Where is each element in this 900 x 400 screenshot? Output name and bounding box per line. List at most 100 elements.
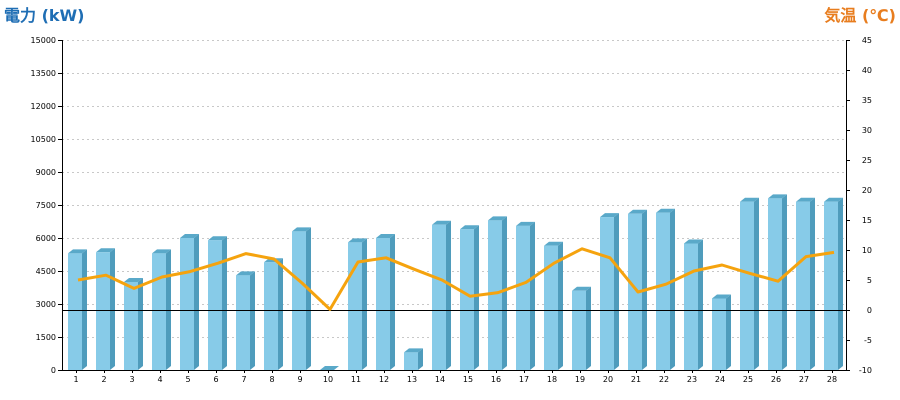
- bar-top: [124, 278, 143, 282]
- bar-side: [754, 197, 759, 370]
- x-tick-label: 15: [463, 375, 473, 384]
- bar-top: [68, 249, 87, 254]
- bar: [656, 208, 675, 370]
- x-tick-label: 18: [547, 375, 557, 384]
- bar-front: [488, 220, 502, 370]
- left-axis-title: 電力 (kW): [4, 6, 85, 25]
- bar-top: [516, 221, 535, 226]
- temperature-line-series: [77, 247, 835, 311]
- x-tick-label: 2: [101, 375, 106, 384]
- bar-front: [600, 217, 614, 370]
- right-tick-label: -5: [864, 336, 872, 345]
- right-tick-label: 40: [862, 66, 872, 75]
- bar-side: [698, 239, 703, 370]
- x-tick-label: 3: [129, 375, 134, 384]
- bar-front: [152, 253, 166, 370]
- bar-side: [418, 348, 423, 370]
- left-tick-label: 1500: [36, 333, 56, 342]
- bar-front: [124, 282, 138, 370]
- bar: [96, 248, 115, 370]
- bar-side: [82, 249, 87, 370]
- x-tick-label: 10: [323, 375, 333, 384]
- bar-top: [208, 236, 227, 241]
- right-tick-label: -10: [859, 366, 872, 375]
- bar: [572, 286, 591, 370]
- x-tick-label: 17: [519, 375, 529, 384]
- bar: [348, 238, 367, 370]
- left-tick-label: 12000: [31, 102, 56, 111]
- bar-top: [600, 213, 619, 218]
- x-tick-label: 23: [687, 375, 697, 384]
- bar-side: [390, 234, 395, 370]
- x-tick-label: 4: [157, 375, 162, 384]
- bar-front: [824, 201, 838, 370]
- bar-top: [432, 220, 451, 225]
- bar-front: [544, 245, 558, 370]
- bar-side: [810, 197, 815, 370]
- bar-side: [278, 258, 283, 370]
- bar-front: [516, 225, 530, 370]
- bar-front: [404, 352, 418, 370]
- bar-front: [96, 252, 110, 370]
- x-tick-label: 26: [771, 375, 781, 384]
- x-tick-label: 6: [213, 375, 218, 384]
- bar-series: [68, 194, 843, 370]
- bar: [768, 194, 787, 370]
- bar: [544, 241, 563, 370]
- bar-front: [740, 201, 754, 370]
- x-tick-label: 28: [827, 375, 837, 384]
- x-tick-label: 5: [185, 375, 190, 384]
- bar-top: [320, 366, 339, 370]
- bar: [600, 213, 619, 370]
- right-tick-label: 35: [862, 96, 872, 105]
- left-tick-label: 0: [51, 366, 56, 375]
- bar-side: [110, 248, 115, 370]
- right-tick-label: 45: [862, 36, 872, 45]
- bar-top: [656, 208, 675, 213]
- bar-front: [292, 231, 306, 370]
- bar: [292, 227, 311, 370]
- x-tick-label: 16: [491, 375, 501, 384]
- left-tick-label: 13500: [31, 69, 56, 78]
- bar-side: [166, 249, 171, 370]
- bar-top: [488, 216, 507, 221]
- bar-front: [712, 298, 726, 370]
- bar-side: [726, 294, 731, 370]
- bar: [740, 197, 759, 370]
- x-tick-label: 21: [631, 375, 641, 384]
- bar-top: [824, 197, 843, 202]
- bar: [460, 225, 479, 370]
- bar-top: [152, 249, 171, 254]
- right-tick-label: 25: [862, 156, 872, 165]
- bar: [124, 278, 143, 370]
- right-tick-label: 20: [862, 186, 872, 195]
- x-tick-label: 20: [603, 375, 613, 384]
- bar-top: [180, 234, 199, 238]
- bar-top: [572, 286, 591, 291]
- bar-side: [222, 236, 227, 370]
- bar: [684, 239, 703, 370]
- bar-top: [796, 197, 815, 202]
- bar: [208, 236, 227, 370]
- bar-side: [782, 194, 787, 370]
- left-axis-ticks: 0 1500 3000 4500 6000 7500 9000 10500 12000 13500…: [31, 36, 62, 375]
- bar-front: [68, 253, 82, 370]
- left-tick-label: 7500: [36, 201, 56, 210]
- bar-top: [236, 271, 255, 276]
- bar-front: [628, 213, 642, 370]
- bar: [796, 197, 815, 370]
- bar: [152, 249, 171, 370]
- bar: [180, 234, 199, 370]
- bar-front: [684, 243, 698, 370]
- bar: [68, 249, 87, 370]
- bar: [432, 220, 451, 370]
- left-tick-label: 10500: [31, 135, 56, 144]
- x-tick-label: 1: [73, 375, 78, 384]
- x-tick-label: 11: [351, 375, 361, 384]
- x-tick-label: 9: [297, 375, 302, 384]
- bar-front: [656, 212, 670, 370]
- left-tick-label: 6000: [36, 234, 56, 243]
- axes: [62, 40, 847, 371]
- bar-top: [544, 241, 563, 246]
- left-tick-label: 4500: [36, 267, 56, 276]
